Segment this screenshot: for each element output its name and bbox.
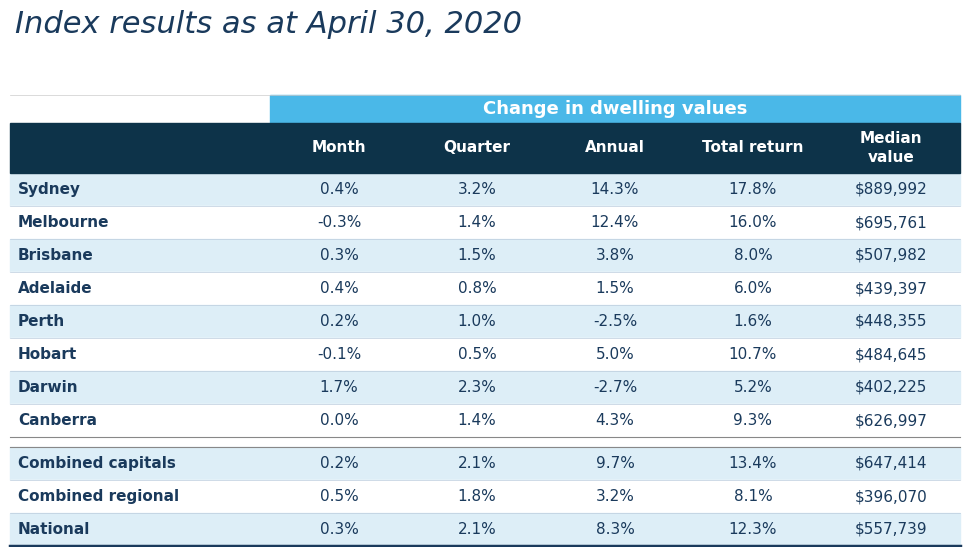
Text: $439,397: $439,397 <box>854 281 927 296</box>
Bar <box>10 404 960 437</box>
Text: 9.7%: 9.7% <box>595 456 634 471</box>
Text: Median
value: Median value <box>860 131 922 165</box>
Text: 17.8%: 17.8% <box>729 182 777 197</box>
Text: 8.0%: 8.0% <box>733 248 772 263</box>
Text: Total return: Total return <box>702 141 804 155</box>
Text: 13.4%: 13.4% <box>729 456 777 471</box>
Bar <box>10 513 960 546</box>
Bar <box>10 305 960 338</box>
Text: 4.3%: 4.3% <box>595 413 634 428</box>
Text: Month: Month <box>312 141 366 155</box>
Bar <box>10 447 960 480</box>
Text: Annual: Annual <box>585 141 645 155</box>
Bar <box>10 371 960 404</box>
Text: Sydney: Sydney <box>18 182 81 197</box>
Text: 8.3%: 8.3% <box>595 522 634 537</box>
Bar <box>10 437 960 447</box>
Text: Quarter: Quarter <box>443 141 510 155</box>
Text: Perth: Perth <box>18 314 65 329</box>
Text: 2.1%: 2.1% <box>458 522 497 537</box>
Text: $448,355: $448,355 <box>855 314 927 329</box>
Bar <box>10 206 960 239</box>
Text: $889,992: $889,992 <box>854 182 927 197</box>
Text: 1.5%: 1.5% <box>458 248 497 263</box>
Text: -2.5%: -2.5% <box>593 314 637 329</box>
Text: 3.2%: 3.2% <box>595 489 634 504</box>
Text: 14.3%: 14.3% <box>591 182 639 197</box>
Text: $695,761: $695,761 <box>854 215 927 230</box>
Text: Combined regional: Combined regional <box>18 489 179 504</box>
Text: 1.5%: 1.5% <box>596 281 634 296</box>
Text: Canberra: Canberra <box>18 413 97 428</box>
Text: 0.4%: 0.4% <box>319 281 358 296</box>
Text: 5.0%: 5.0% <box>596 347 634 362</box>
Text: 2.1%: 2.1% <box>458 456 497 471</box>
Text: 0.3%: 0.3% <box>319 522 358 537</box>
Text: 9.3%: 9.3% <box>733 413 772 428</box>
Text: -0.3%: -0.3% <box>317 215 361 230</box>
Text: 8.1%: 8.1% <box>733 489 772 504</box>
Bar <box>10 239 960 272</box>
Text: 5.2%: 5.2% <box>733 380 772 395</box>
Text: $647,414: $647,414 <box>855 456 927 471</box>
Text: 0.2%: 0.2% <box>319 456 358 471</box>
Text: $484,645: $484,645 <box>855 347 927 362</box>
Text: $402,225: $402,225 <box>855 380 927 395</box>
Text: -0.1%: -0.1% <box>317 347 361 362</box>
Bar <box>10 338 960 371</box>
Text: 0.3%: 0.3% <box>319 248 358 263</box>
Text: 12.4%: 12.4% <box>591 215 639 230</box>
Text: 2.3%: 2.3% <box>458 380 497 395</box>
Text: 1.7%: 1.7% <box>319 380 358 395</box>
Text: Hobart: Hobart <box>18 347 77 362</box>
Text: $396,070: $396,070 <box>854 489 927 504</box>
Text: 1.8%: 1.8% <box>458 489 497 504</box>
Text: Brisbane: Brisbane <box>18 248 94 263</box>
Text: 3.8%: 3.8% <box>595 248 634 263</box>
Bar <box>10 123 960 173</box>
Text: Index results as at April 30, 2020: Index results as at April 30, 2020 <box>15 10 522 39</box>
Text: 1.4%: 1.4% <box>458 215 497 230</box>
Text: 0.8%: 0.8% <box>458 281 497 296</box>
Text: National: National <box>18 522 91 537</box>
Text: Adelaide: Adelaide <box>18 281 93 296</box>
Text: Melbourne: Melbourne <box>18 215 109 230</box>
Text: Darwin: Darwin <box>18 380 79 395</box>
Bar <box>10 480 960 513</box>
Text: $557,739: $557,739 <box>855 522 927 537</box>
Text: 12.3%: 12.3% <box>729 522 777 537</box>
Text: -2.7%: -2.7% <box>593 380 637 395</box>
Text: 0.2%: 0.2% <box>319 314 358 329</box>
Bar <box>270 95 960 123</box>
Text: 16.0%: 16.0% <box>729 215 777 230</box>
Text: 0.0%: 0.0% <box>319 413 358 428</box>
Text: $507,982: $507,982 <box>855 248 927 263</box>
Text: 10.7%: 10.7% <box>729 347 777 362</box>
Text: Combined capitals: Combined capitals <box>18 456 176 471</box>
Text: 0.5%: 0.5% <box>458 347 497 362</box>
Bar <box>10 173 960 206</box>
Text: Change in dwelling values: Change in dwelling values <box>483 100 747 118</box>
Text: 3.2%: 3.2% <box>458 182 497 197</box>
Text: 0.5%: 0.5% <box>319 489 358 504</box>
Text: 1.6%: 1.6% <box>733 314 772 329</box>
Text: $626,997: $626,997 <box>854 413 927 428</box>
Text: 0.4%: 0.4% <box>319 182 358 197</box>
Bar <box>10 272 960 305</box>
Text: 1.4%: 1.4% <box>458 413 497 428</box>
Text: 1.0%: 1.0% <box>458 314 497 329</box>
Text: 6.0%: 6.0% <box>733 281 772 296</box>
